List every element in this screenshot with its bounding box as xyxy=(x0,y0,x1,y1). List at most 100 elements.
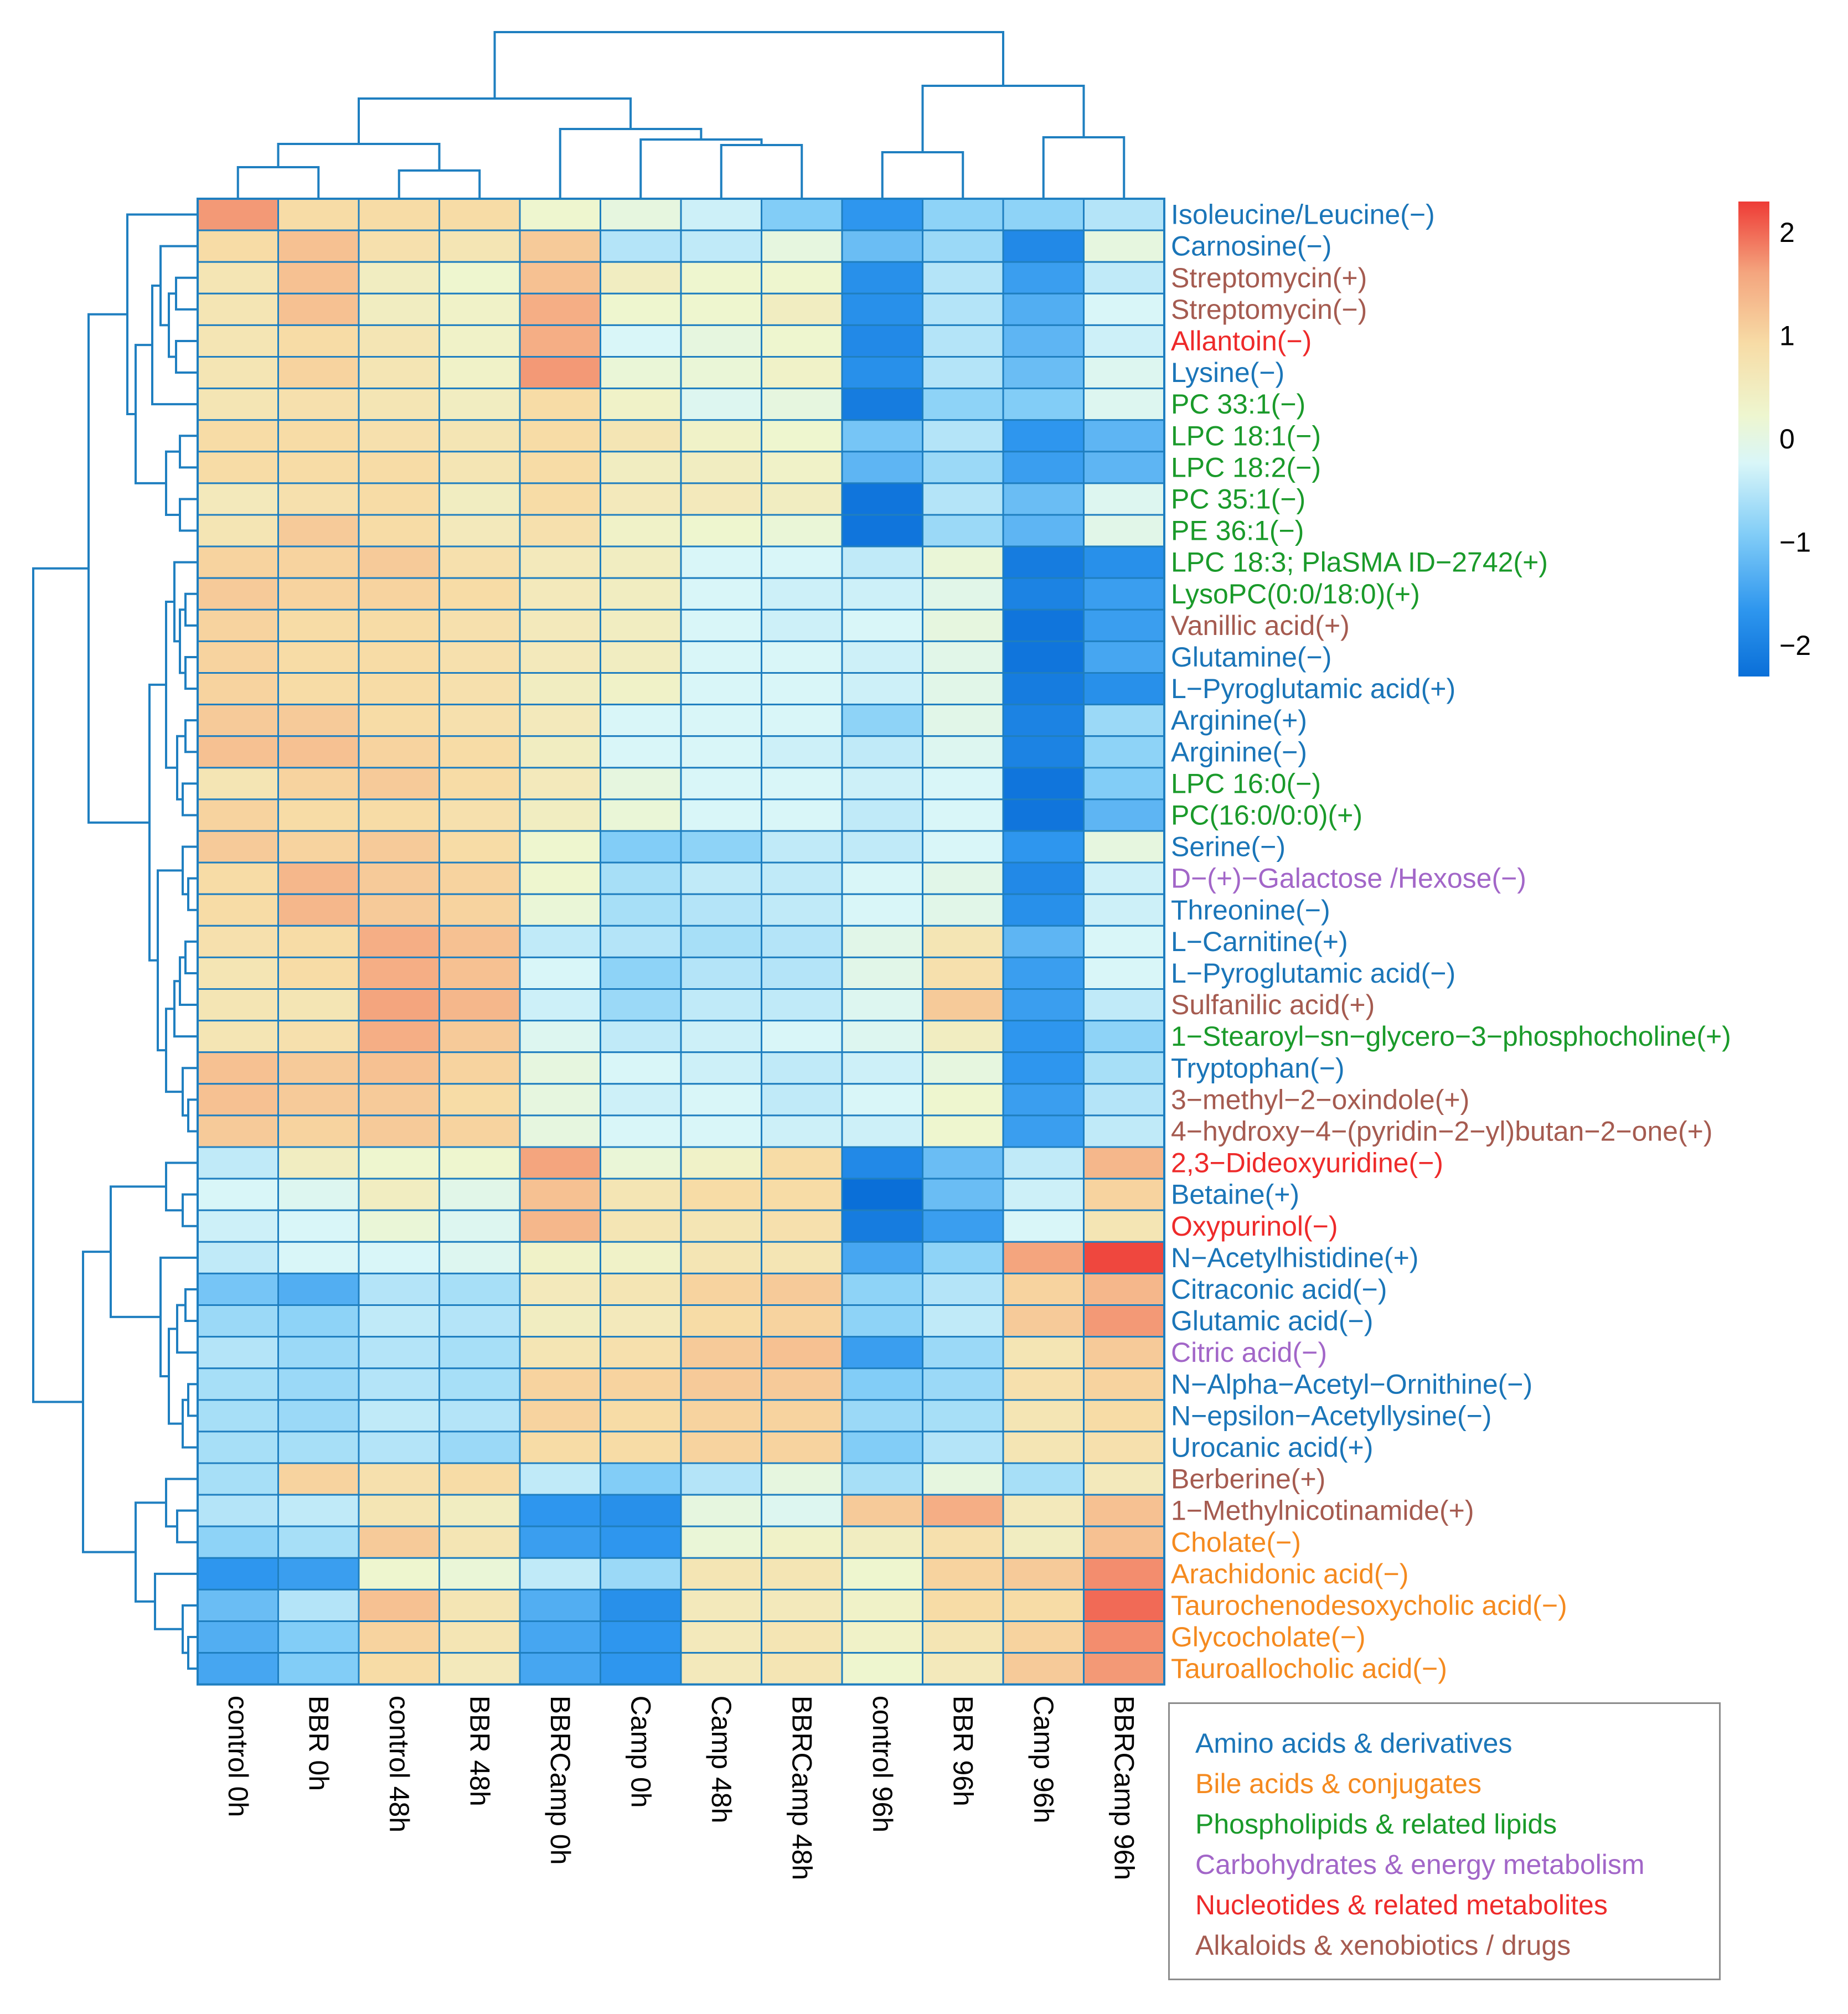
heatmap-cell xyxy=(922,1083,1004,1117)
heatmap-cell xyxy=(438,1178,521,1211)
row-label: 3−methyl−2−oxindole(+) xyxy=(1171,1084,1469,1115)
column-dendrogram-link xyxy=(236,166,320,199)
row-dendrogram-link xyxy=(187,1383,198,1417)
heatmap-cell xyxy=(922,767,1004,801)
column-label: Camp 0h xyxy=(625,1696,656,1808)
heatmap-cell xyxy=(197,925,279,958)
heatmap-cell xyxy=(600,1051,682,1085)
heatmap-cell xyxy=(841,1114,923,1148)
heatmap-cell xyxy=(438,198,521,231)
heatmap-cell xyxy=(197,1146,279,1180)
heatmap-cell xyxy=(358,229,440,263)
heatmap-cell xyxy=(761,1588,843,1622)
heatmap-cell xyxy=(438,893,521,927)
heatmap-cell xyxy=(519,1272,601,1306)
heatmap-cell xyxy=(438,1494,521,1527)
heatmap-cell xyxy=(680,324,762,358)
heatmap-cell xyxy=(1002,861,1085,895)
heatmap-cell xyxy=(438,1146,521,1180)
heatmap-cell xyxy=(1002,1399,1085,1433)
heatmap-cell xyxy=(197,419,279,453)
heatmap-cell xyxy=(277,1304,360,1338)
row-label: 4−hydroxy−4−(pyridin−2−yl)butan−2−one(+) xyxy=(1171,1116,1712,1147)
row-dendrogram-link xyxy=(175,339,198,374)
heatmap-cell xyxy=(277,1272,360,1306)
heatmap-cell xyxy=(1083,608,1165,642)
heatmap-cell xyxy=(358,261,440,295)
heatmap-cell xyxy=(680,1336,762,1370)
heatmap-cell xyxy=(761,925,843,958)
heatmap-cell xyxy=(600,577,682,611)
heatmap-cell xyxy=(358,1525,440,1559)
heatmap-cell xyxy=(600,861,682,895)
heatmap-cell xyxy=(519,1083,601,1117)
heatmap-cell xyxy=(680,798,762,832)
heatmap-cell xyxy=(680,1114,762,1148)
heatmap-cell xyxy=(519,1652,601,1686)
row-label: LPC 16:0(−) xyxy=(1171,768,1321,799)
heatmap-cell xyxy=(438,861,521,895)
heatmap-cell xyxy=(1002,1462,1085,1496)
row-label: Urocanic acid(+) xyxy=(1171,1432,1373,1463)
heatmap-cell xyxy=(600,1146,682,1180)
heatmap-cell xyxy=(1083,1178,1165,1211)
heatmap-cell xyxy=(1002,419,1085,453)
row-dendrogram-link xyxy=(179,435,198,469)
column-dendrogram-link xyxy=(720,144,803,199)
heatmap-cell xyxy=(680,1178,762,1211)
heatmap-cell xyxy=(358,608,440,642)
heatmap-cell xyxy=(680,419,762,453)
heatmap-cell xyxy=(519,514,601,548)
heatmap-cell xyxy=(841,229,923,263)
heatmap-cell xyxy=(519,577,601,611)
column-labels: control 0h BBR 0h control 48h BBR 48h BBRCam… xyxy=(223,1696,1140,1881)
heatmap-cell xyxy=(761,451,843,484)
heatmap-cell xyxy=(1083,388,1165,421)
heatmap-cell xyxy=(358,1146,440,1180)
heatmap-cell xyxy=(841,1652,923,1686)
heatmap-cell xyxy=(438,1051,521,1085)
heatmap-cell xyxy=(277,292,360,326)
legend-item-phospho: Phospholipids & related lipids xyxy=(1195,1809,1557,1840)
heatmap-cell xyxy=(277,798,360,832)
heatmap-cell xyxy=(197,640,279,674)
heatmap-cell xyxy=(841,324,923,358)
heatmap-cell xyxy=(438,577,521,611)
heatmap-cell xyxy=(680,514,762,548)
row-label: Arginine(−) xyxy=(1171,736,1307,767)
heatmap-cell xyxy=(277,988,360,1022)
heatmap-cell xyxy=(277,956,360,990)
heatmap-cell xyxy=(519,735,601,769)
heatmap-cell xyxy=(922,1241,1004,1274)
heatmap-cell xyxy=(1083,672,1165,706)
heatmap-cell xyxy=(519,1209,601,1243)
heatmap-cell xyxy=(1083,640,1165,674)
heatmap-cell xyxy=(1083,1083,1165,1117)
heatmap-cell xyxy=(761,1525,843,1559)
row-label: PC(16:0/0:0)(+) xyxy=(1171,799,1362,830)
row-dendrogram-link xyxy=(182,1067,198,1117)
heatmap-cell xyxy=(277,1146,360,1180)
heatmap-cell xyxy=(438,735,521,769)
heatmap-cell xyxy=(600,419,682,453)
heatmap-cell xyxy=(761,1336,843,1370)
row-dendrogram-link xyxy=(179,956,198,1006)
heatmap-cell xyxy=(277,1020,360,1054)
heatmap-cell xyxy=(600,1304,682,1338)
heatmap-cell xyxy=(680,704,762,737)
heatmap-cell xyxy=(841,893,923,927)
heatmap-cell xyxy=(841,1178,923,1211)
heatmap-cell xyxy=(841,767,923,801)
heatmap-cell xyxy=(519,292,601,326)
heatmap-cell xyxy=(600,830,682,864)
row-dendrogram-link xyxy=(182,1193,198,1227)
heatmap-cell xyxy=(841,735,923,769)
row-dendrogram-link xyxy=(187,1636,198,1670)
heatmap-cell xyxy=(922,608,1004,642)
row-dendrogram-link xyxy=(182,1398,198,1449)
heatmap-cell xyxy=(600,1083,682,1117)
heatmap-cell xyxy=(922,640,1004,674)
heatmap-cell xyxy=(1002,577,1085,611)
row-label: Serine(−) xyxy=(1171,832,1286,863)
heatmap-cell xyxy=(277,229,360,263)
